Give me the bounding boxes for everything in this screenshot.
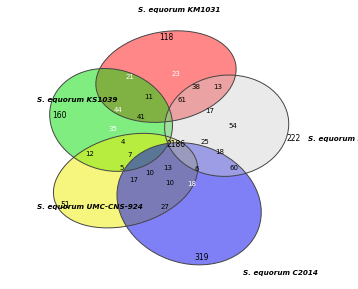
Text: 2186: 2186 bbox=[166, 140, 186, 149]
Text: S. equorum KS1039: S. equorum KS1039 bbox=[37, 97, 118, 103]
Text: 18: 18 bbox=[188, 181, 197, 186]
Ellipse shape bbox=[96, 31, 236, 122]
Text: 23: 23 bbox=[172, 71, 180, 77]
Text: 160: 160 bbox=[52, 111, 66, 120]
Text: 319: 319 bbox=[195, 253, 209, 262]
Text: S. equorum Mu2: S. equorum Mu2 bbox=[308, 136, 358, 142]
Text: 17: 17 bbox=[130, 177, 139, 183]
Text: 10: 10 bbox=[146, 170, 155, 175]
Text: S. equorum UMC-CNS-924: S. equorum UMC-CNS-924 bbox=[37, 204, 143, 210]
Text: 25: 25 bbox=[200, 139, 209, 144]
Text: S. equorum KM1031: S. equorum KM1031 bbox=[138, 7, 220, 13]
Ellipse shape bbox=[53, 133, 198, 228]
Text: 41: 41 bbox=[137, 114, 146, 120]
Text: 21: 21 bbox=[125, 74, 134, 79]
Text: 17: 17 bbox=[205, 108, 214, 114]
Text: 38: 38 bbox=[192, 84, 201, 90]
Text: 61: 61 bbox=[178, 97, 187, 103]
Ellipse shape bbox=[165, 75, 289, 176]
Text: 60: 60 bbox=[229, 165, 238, 171]
Text: 11: 11 bbox=[144, 94, 153, 100]
Text: S. equorum C2014: S. equorum C2014 bbox=[243, 270, 318, 276]
Text: 10: 10 bbox=[165, 180, 174, 186]
Text: 13: 13 bbox=[213, 84, 223, 90]
Text: 6: 6 bbox=[194, 166, 199, 172]
Ellipse shape bbox=[117, 143, 261, 265]
Text: 35: 35 bbox=[108, 126, 117, 131]
Text: 12: 12 bbox=[85, 151, 94, 157]
Text: 4: 4 bbox=[120, 139, 125, 144]
Text: 222: 222 bbox=[286, 134, 300, 143]
Text: 44: 44 bbox=[114, 107, 123, 113]
Text: 7: 7 bbox=[127, 152, 132, 158]
Ellipse shape bbox=[50, 68, 173, 171]
Text: 5: 5 bbox=[119, 165, 124, 171]
Text: 18: 18 bbox=[215, 149, 224, 155]
Text: 51: 51 bbox=[60, 201, 70, 210]
Text: 54: 54 bbox=[228, 123, 237, 129]
Text: 118: 118 bbox=[159, 33, 173, 42]
Text: 13: 13 bbox=[163, 165, 172, 171]
Text: 27: 27 bbox=[160, 204, 169, 210]
